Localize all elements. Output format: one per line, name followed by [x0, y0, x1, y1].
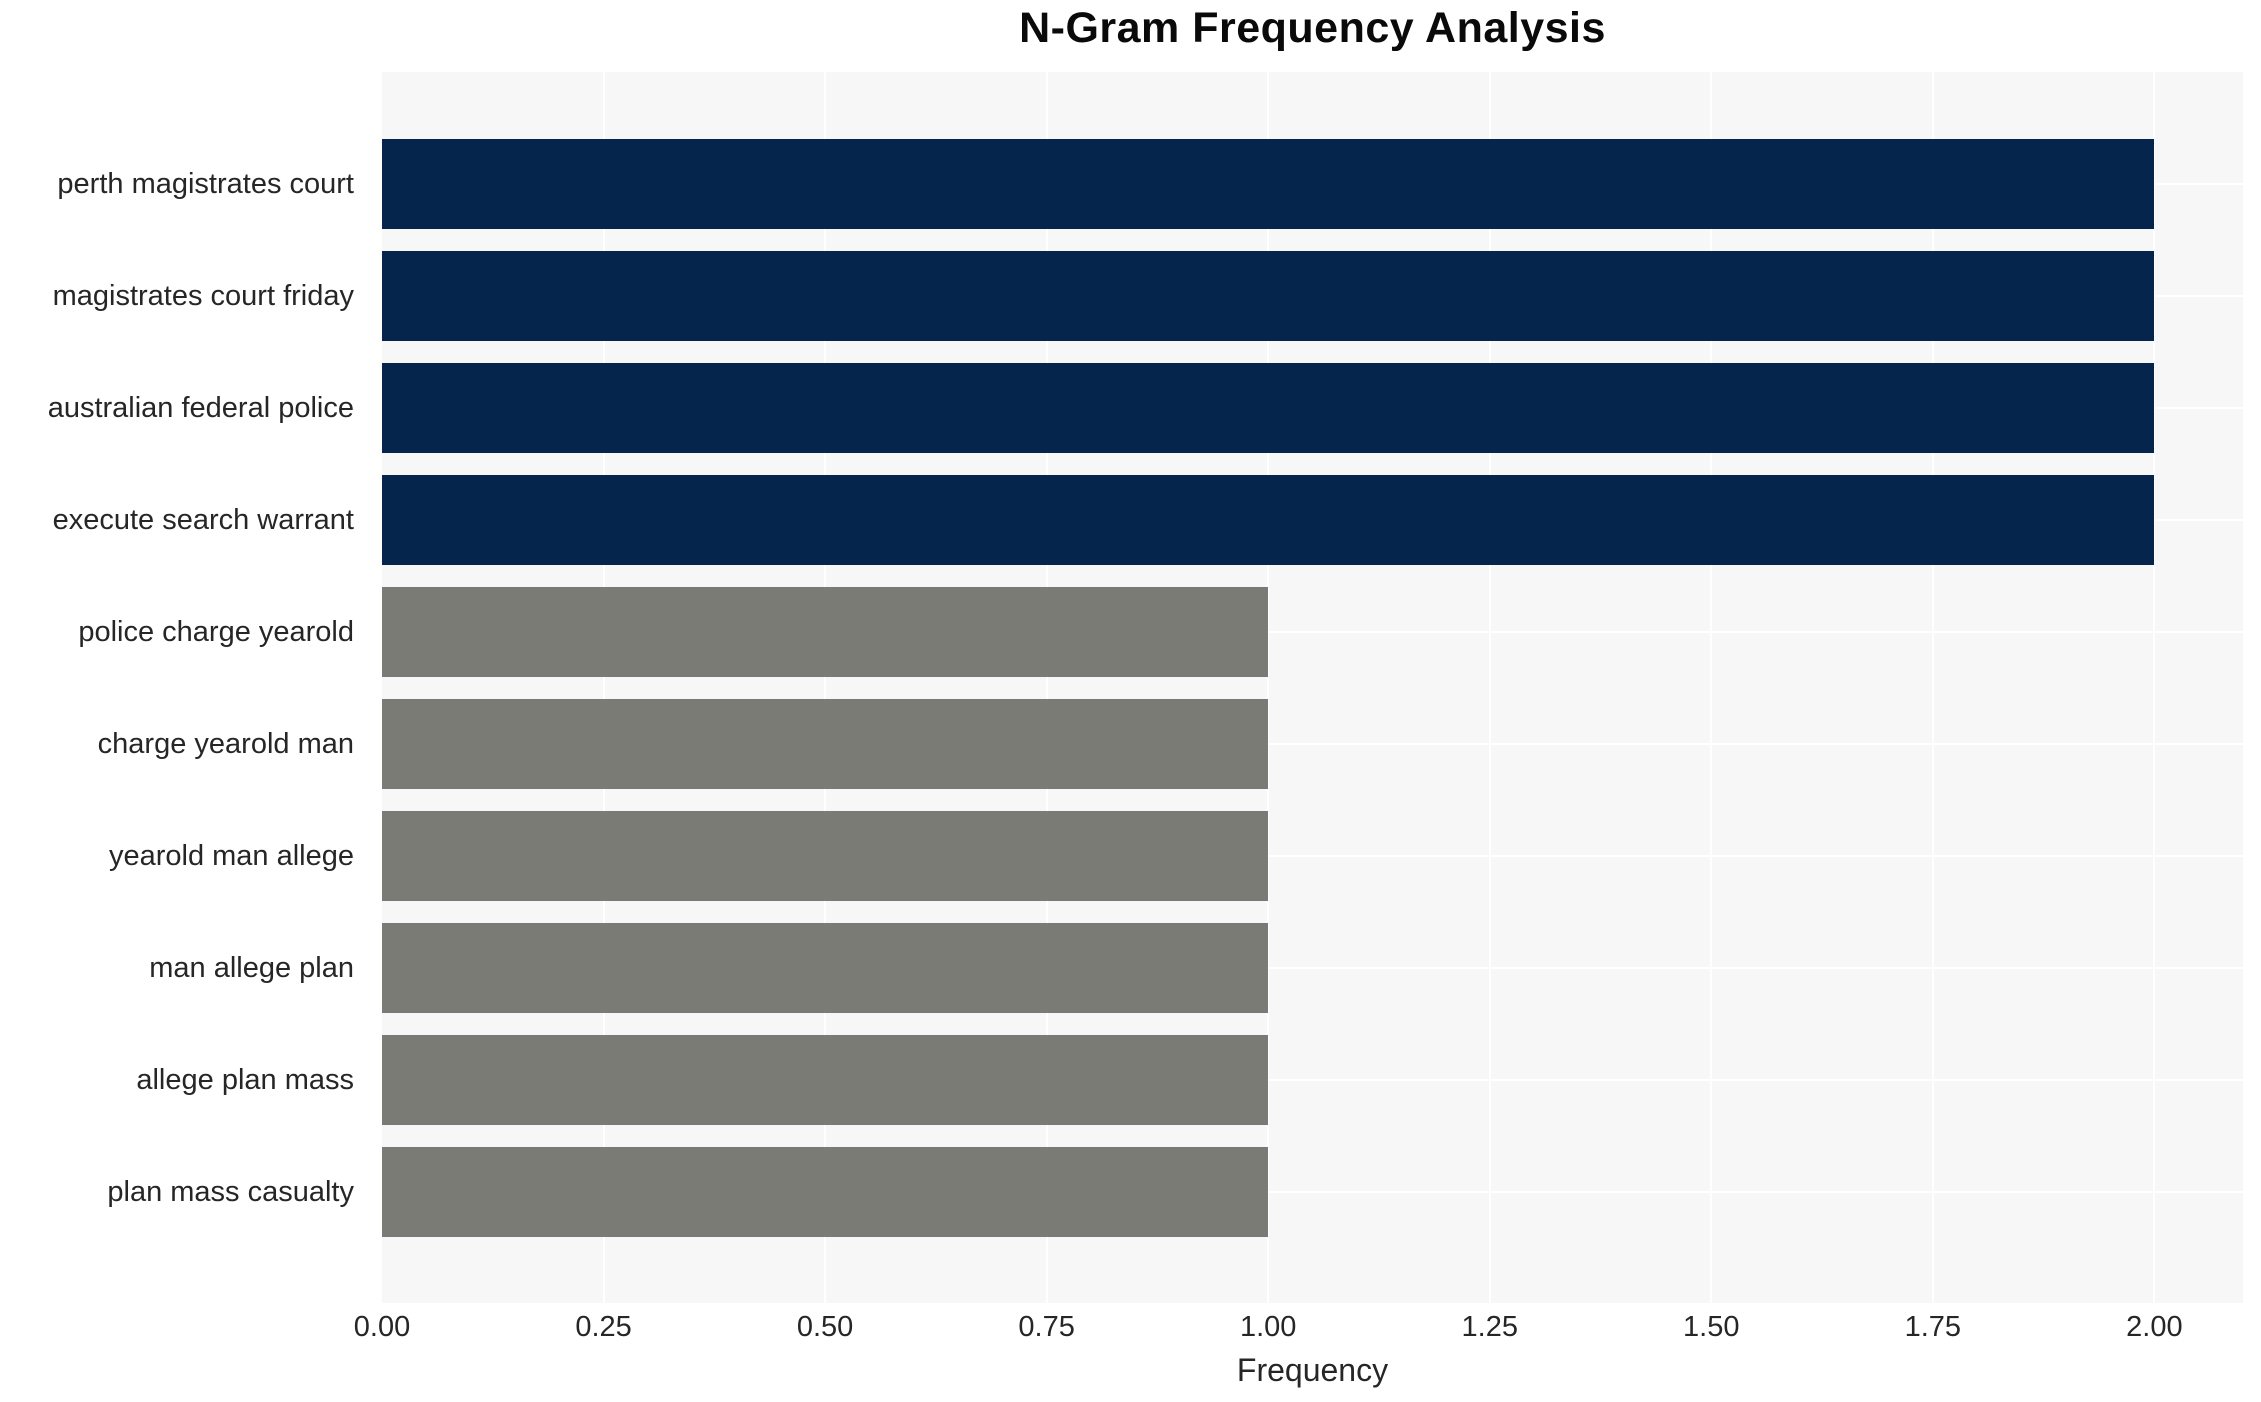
- bar-row: [382, 912, 2243, 1024]
- gridline-horizontal: [382, 1079, 2243, 1081]
- x-tick-label: 0.00: [353, 1311, 411, 1343]
- bar: [382, 363, 2155, 453]
- bar-row: [382, 1024, 2243, 1136]
- y-tick-label: perth magistrates court: [57, 167, 354, 200]
- x-tick-label: 1.00: [1239, 1311, 1297, 1343]
- gridline-vertical: [1488, 72, 1491, 1303]
- gridline-horizontal: [382, 1191, 2243, 1193]
- y-tick-label: charge yearold man: [97, 727, 354, 760]
- gridline-vertical: [602, 72, 605, 1303]
- bar-row: [382, 688, 2243, 800]
- x-tick-label: 0.50: [796, 1311, 854, 1343]
- gridline-vertical: [1710, 72, 1713, 1303]
- y-axis-labels: perth magistrates court magistrates court…: [0, 128, 368, 1248]
- bar: [382, 251, 2155, 341]
- gridline-vertical: [824, 72, 827, 1303]
- x-tick-label: 1.50: [1683, 1311, 1740, 1343]
- bar-row: [382, 800, 2243, 912]
- y-tick-label: allege plan mass: [136, 1063, 354, 1096]
- bar-row: [382, 576, 2243, 688]
- bar: [382, 139, 2155, 229]
- y-tick-label: police charge yearold: [78, 615, 354, 648]
- bar-row: [382, 352, 2243, 464]
- x-tick-label: 0.25: [575, 1311, 632, 1343]
- gridline-horizontal: [382, 855, 2243, 857]
- gridline-vertical: [1931, 72, 1934, 1303]
- bar: [382, 1147, 1269, 1237]
- x-tick-label: 2.00: [2126, 1311, 2183, 1343]
- bar-row: [382, 240, 2243, 352]
- bar: [382, 811, 1269, 901]
- y-tick-label: magistrates court friday: [52, 279, 354, 312]
- bar-row: [382, 464, 2243, 576]
- y-tick-label: yearold man allege: [108, 839, 354, 872]
- bar-rows: [382, 128, 2243, 1248]
- x-axis-label: Frequency: [1236, 1352, 1389, 1388]
- x-tick-label: 0.75: [1018, 1311, 1075, 1343]
- gridline-horizontal: [382, 743, 2243, 745]
- gridline-vertical: [1045, 72, 1048, 1303]
- bar: [382, 923, 1269, 1013]
- chart-title: N-Gram Frequency Analysis: [1019, 4, 1606, 52]
- y-tick-label: australian federal police: [47, 391, 354, 424]
- bar-row: [382, 128, 2243, 240]
- x-axis-ticks: 0.00 0.25 0.50 0.75 1.00 1.25 1.50 1.75 2.00: [0, 1311, 2261, 1351]
- bar-row: [382, 1136, 2243, 1248]
- plot-area: [382, 72, 2243, 1303]
- gridline-horizontal: [382, 967, 2243, 969]
- y-tick-label: execute search warrant: [52, 503, 354, 536]
- bar: [382, 1035, 1269, 1125]
- x-tick-label: 1.25: [1461, 1311, 1518, 1343]
- gridline-horizontal: [382, 631, 2243, 633]
- gridline-vertical: [1267, 72, 1270, 1303]
- x-tick-label: 1.75: [1904, 1311, 1962, 1343]
- y-tick-label: man allege plan: [149, 951, 354, 984]
- gridline-vertical: [2153, 72, 2156, 1303]
- bar: [382, 587, 1269, 677]
- bar: [382, 475, 2155, 565]
- bar: [382, 699, 1269, 789]
- y-tick-label: plan mass casualty: [107, 1175, 354, 1208]
